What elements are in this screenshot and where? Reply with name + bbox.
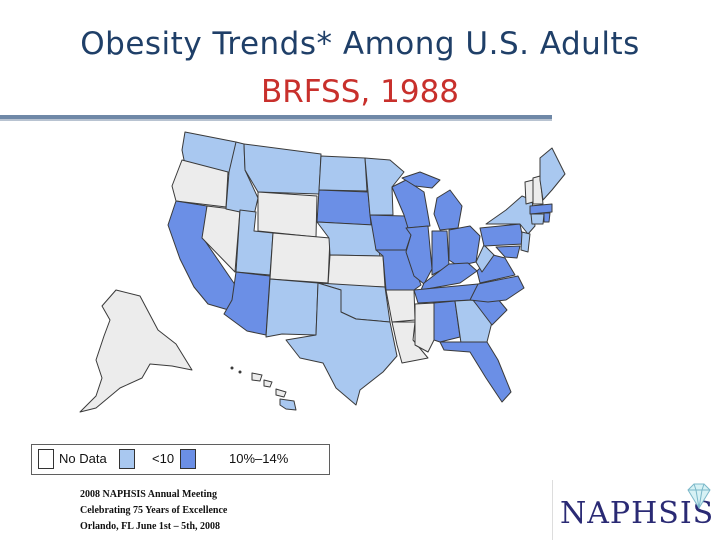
state-il	[405, 225, 433, 285]
state-ma	[529, 203, 553, 215]
state-ks	[327, 254, 386, 288]
state-oh	[448, 225, 481, 267]
slide-title: Obesity Trends* Among U.S. Adults	[80, 26, 640, 62]
state-mt	[243, 143, 322, 195]
state-me	[539, 147, 566, 201]
legend-label-nodata: No Data	[59, 451, 107, 466]
state-nj	[520, 231, 531, 253]
island-dot	[238, 370, 242, 374]
state-al	[433, 300, 461, 343]
legend-swatch-low	[119, 449, 135, 469]
state-fl	[439, 341, 512, 403]
legend-label-mid: 10%–14%	[229, 451, 289, 466]
state-ia	[369, 214, 412, 251]
state-hi-3	[275, 388, 287, 398]
footer-line3: Orlando, FL June 1st – 5th, 2008	[80, 521, 221, 532]
legend-swatch-mid	[180, 449, 196, 469]
title-rule	[0, 115, 552, 119]
state-nc	[469, 275, 525, 303]
state-ms	[414, 302, 435, 353]
title-rule-shadow	[0, 119, 552, 121]
footer-line1: 2008 NAPHSIS Annual Meeting	[80, 489, 217, 500]
state-mi-up	[401, 171, 441, 189]
naphsis-logo	[552, 480, 713, 540]
legend-label-low: <10	[152, 451, 175, 466]
state-mn	[364, 157, 405, 216]
state-ct	[530, 213, 545, 225]
legend-swatch-nodata	[38, 449, 54, 469]
state-nm	[265, 278, 319, 338]
state-ar	[385, 289, 416, 323]
state-nd	[318, 155, 368, 192]
state-wy	[257, 191, 318, 238]
state-hi-2	[263, 379, 273, 388]
naphsis-logo-text: NAPHSIS	[560, 496, 715, 531]
state-sd	[316, 189, 372, 226]
state-co	[269, 232, 331, 284]
state-hi-1	[251, 372, 263, 382]
state-wv	[475, 244, 495, 273]
island-dot	[230, 366, 234, 370]
state-vt	[524, 179, 534, 205]
footer-line2: Celebrating 75 Years of Excellence	[80, 505, 228, 516]
state-ri	[543, 212, 551, 223]
state-az	[223, 271, 271, 336]
state-hi-4	[279, 398, 297, 411]
state-mi	[433, 189, 463, 231]
diamond-icon	[687, 483, 711, 509]
state-md	[495, 245, 521, 259]
state-tx	[285, 282, 398, 406]
state-pa	[479, 223, 525, 247]
state-or	[171, 159, 229, 208]
state-ak	[79, 289, 193, 413]
slide-subtitle: BRFSS, 1988	[260, 74, 460, 110]
